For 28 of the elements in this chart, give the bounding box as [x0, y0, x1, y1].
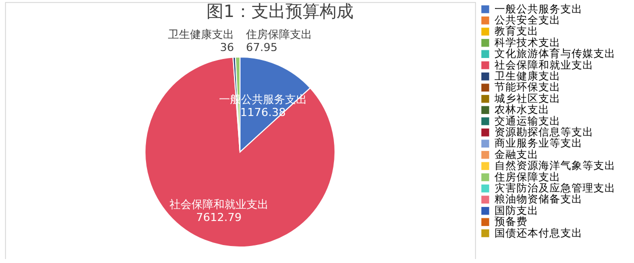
data-label: 7612.79 — [196, 210, 242, 224]
chart-title: 图1：支出预算构成 — [206, 2, 354, 22]
slice-label: 社会保障和就业支出 — [169, 198, 268, 211]
legend-label: 住房保障支出 — [494, 170, 560, 184]
legend-label: 教育支出 — [494, 24, 538, 38]
legend-label: 国债还本付息支出 — [494, 226, 582, 240]
legend-label: 交通运输支出 — [494, 114, 560, 128]
legend-label: 一般公共服务支出 — [494, 2, 582, 16]
legend-label: 卫生健康支出 — [494, 69, 560, 82]
legend-label: 商业服务业等支出 — [494, 136, 582, 150]
legend-label: 自然资源海洋气象等支出 — [494, 159, 616, 172]
legend-label: 粮油物资储备支出 — [494, 192, 582, 206]
legend-label: 文化旅游体育与传媒支出 — [494, 47, 616, 60]
legend-label: 农林水支出 — [494, 103, 550, 116]
legend-label: 公共安全支出 — [494, 13, 560, 26]
legend-label: 金融支出 — [494, 148, 538, 161]
legend-label: 国防支出 — [494, 204, 538, 217]
slice-label: 卫生健康支出 — [168, 28, 234, 41]
legend-label: 灾害防治及应急管理支出 — [494, 181, 616, 194]
legend-label: 节能环保支出 — [494, 80, 560, 94]
legend-label: 预备费 — [494, 215, 528, 228]
legend-label: 社会保障和就业支出 — [494, 58, 594, 72]
data-label: 67.95 — [246, 41, 278, 54]
slice-label: 住房保障支出 — [246, 28, 312, 41]
legend-label: 科学技术支出 — [494, 36, 560, 49]
legend-label: 资源勘探信息等支出 — [494, 125, 594, 138]
legend-label: 城乡社区支出 — [494, 92, 560, 105]
data-label: 36 — [220, 41, 234, 54]
